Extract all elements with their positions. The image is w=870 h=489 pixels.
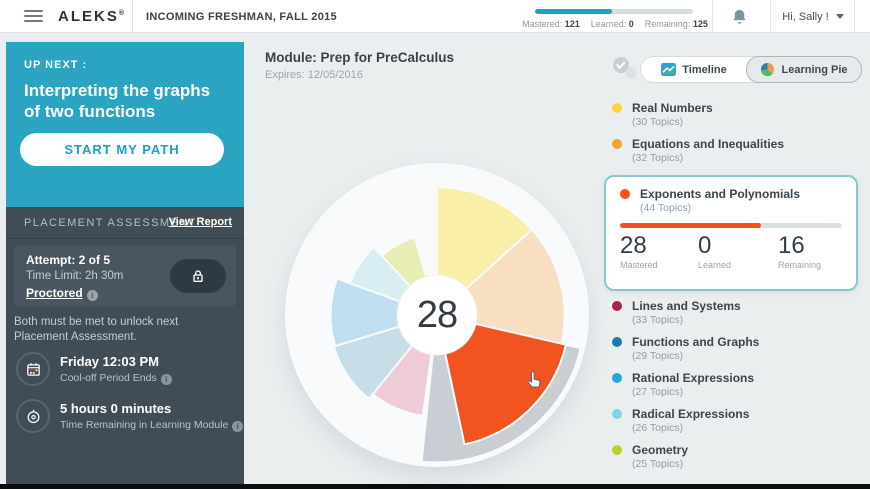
check-edit-ghost-icon [613,57,637,79]
timeline-chart-icon [661,63,677,76]
hamburger-menu-icon[interactable] [24,10,43,23]
time-remaining-label: Time Remaining in Learning Module i [60,419,244,432]
selected-slice-card[interactable]: Exponents and Polynomials (44 Topics) 28… [604,175,858,291]
class-name: INCOMING FRESHMAN, FALL 2015 [146,11,337,23]
lock-icon [193,270,203,282]
top-bar: ALEKS® INCOMING FRESHMAN, FALL 2015 Mast… [0,0,870,33]
legend-item-geometry[interactable]: Geometry (25 Topics) [612,443,688,471]
legend-dot [612,445,622,455]
info-icon[interactable]: i [86,290,98,301]
overall-progress-labels: Mastered: 121 Learned: 0 Remaining: 125 [512,19,718,29]
time-remaining-value: 5 hours 0 minutes [60,401,172,416]
legend-item-rational-expressions[interactable]: Rational Expressions (27 Topics) [612,371,754,399]
placement-assessment-title: PLACEMENT ASSESSMENT [24,217,197,229]
attempt-card: Attempt: 2 of 5 Time Limit: 2h 30m Proct… [14,245,236,307]
selected-progress-fill [620,223,762,228]
pie-slice[interactable] [436,314,567,446]
notification-bell-icon[interactable] [730,7,749,27]
legend-dot [612,103,622,113]
legend-dot [612,139,622,149]
legend-dot [612,337,622,347]
legend-dot [612,373,622,383]
view-report-link[interactable]: View Report [168,216,232,228]
divider [712,0,713,33]
unlock-note: Both must be met to unlock next Placemen… [14,316,179,343]
info-icon[interactable]: i [160,374,172,385]
timer-icon [16,399,50,433]
overall-progress-fill [535,9,613,14]
legend-item-radical-expressions[interactable]: Radical Expressions (26 Topics) [612,407,749,435]
divider [770,0,771,33]
attempt-number: Attempt: 2 of 5 [26,253,110,267]
calendar-icon [16,352,50,386]
legend-dot [612,409,622,419]
learned-count: Learned: 0 [590,19,634,29]
legend-item-equations-inequalities[interactable]: Equations and Inequalities (32 Topics) [612,137,784,165]
remaining-count: Remaining: 125 [644,19,708,29]
divider [854,0,855,33]
legend-item-real-numbers[interactable]: Real Numbers (30 Topics) [612,101,713,129]
proctored-link[interactable]: Proctored i [26,286,98,301]
selected-mastered: 28 Mastered [620,232,658,271]
up-next-label: UP NEXT : [24,59,88,71]
user-menu[interactable]: Hi, Sally ! [772,0,854,33]
placement-assessment-header: PLACEMENT ASSESSMENT View Report [6,207,244,239]
legend-item-functions-graphs[interactable]: Functions and Graphs (29 Topics) [612,335,759,363]
mastered-count: Mastered: 121 [522,19,580,29]
selected-remaining: 16 Remaining [778,232,822,271]
info-icon[interactable]: i [232,421,244,432]
overall-progress-bar [535,9,693,14]
selected-learned: 0 Learned [698,232,732,271]
user-greeting: Hi, Sally ! [782,10,829,23]
divider [132,0,133,33]
module-title: Module: Prep for PreCalculus [265,50,455,65]
chevron-down-icon [835,14,844,19]
tab-timeline[interactable]: Timeline [641,57,747,82]
time-limit: Time Limit: 2h 30m [26,270,124,282]
pie-chart-icon [761,62,775,77]
tab-learning-pie[interactable]: Learning Pie [746,56,862,83]
placement-assessment-panel: PLACEMENT ASSESSMENT View Report Attempt… [6,207,244,484]
start-my-path-button[interactable]: START MY PATH [20,133,224,166]
legend-dot [620,189,630,199]
learning-pie-chart: 28 [285,163,589,467]
cooloff-label: Cool-off Period Ends i [60,372,172,385]
pie-slice[interactable] [329,277,438,348]
mouse-cursor [527,371,541,388]
pie-slices [329,186,582,464]
cooloff-time: Friday 12:03 PM [60,354,159,369]
up-next-panel: UP NEXT : Interpreting the graphs of two… [6,42,244,207]
aleks-logo: ALEKS® [58,8,125,25]
view-toggle: Timeline Learning Pie [640,56,862,83]
screen-bottom-strip [0,484,870,489]
selected-progress-bar [620,223,842,228]
up-next-topic-title: Interpreting the graphs of two functions [24,81,211,121]
locked-assessment-button[interactable] [170,259,226,293]
legend-dot [612,301,622,311]
module-expiration: Expires: 12/05/2016 [265,69,363,81]
registered-mark: ® [118,10,125,17]
pie-center-circle [396,274,478,356]
legend-item-lines-systems[interactable]: Lines and Systems (33 Topics) [612,299,741,327]
